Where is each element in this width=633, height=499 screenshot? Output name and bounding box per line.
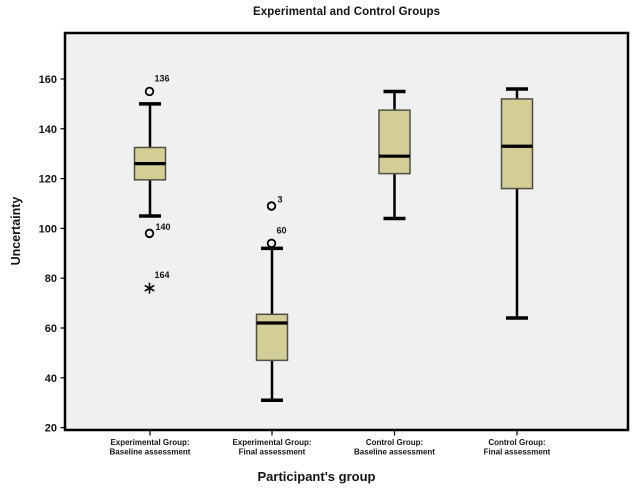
y-tick-label: 20 xyxy=(45,423,57,435)
boxplot-group-control-baseline xyxy=(378,89,411,221)
category-label: Experimental Group: xyxy=(110,438,189,447)
plot-background xyxy=(65,33,628,430)
boxplot-group-control-final xyxy=(500,87,534,320)
y-tick-label: 120 xyxy=(39,174,57,186)
category-label: Baseline assessment xyxy=(110,448,191,457)
plot-frame xyxy=(63,31,630,432)
category-label: Experimental Group: xyxy=(232,438,311,447)
y-tick-label: 160 xyxy=(39,74,57,86)
outlier-case-label: 136 xyxy=(155,73,170,83)
iqr-box xyxy=(378,109,411,175)
y-tick-label: 100 xyxy=(39,223,57,235)
outlier-case-label: 140 xyxy=(156,222,171,232)
category-label: Control Group: xyxy=(488,438,545,447)
x-axis-title: Participant's group xyxy=(257,469,376,484)
outlier-case-label: 164 xyxy=(155,270,170,280)
category-label: Control Group: xyxy=(366,438,423,447)
outlier-circle xyxy=(144,228,155,239)
category-label: Final assessment xyxy=(484,448,551,457)
boxplot-group-experimental-baseline: 136 140 164 xyxy=(133,73,171,294)
iqr-box xyxy=(500,98,534,190)
outlier-circle xyxy=(266,201,277,211)
y-tick-label: 80 xyxy=(45,273,57,285)
y-tick-label: 140 xyxy=(39,124,57,136)
boxplot-group-experimental-final: 3 60 xyxy=(255,194,289,402)
category-label: Baseline assessment xyxy=(354,448,435,457)
y-tick-label: 40 xyxy=(45,373,57,385)
chart-title: Experimental and Control Groups xyxy=(252,6,441,18)
outlier-case-label: 60 xyxy=(277,225,287,235)
outlier-circle xyxy=(144,86,155,97)
y-tick-label: 60 xyxy=(45,323,57,335)
category-label: Final assessment xyxy=(239,448,306,457)
iqr-box xyxy=(255,313,289,362)
y-axis-title: Uncertainty xyxy=(9,196,23,266)
outlier-case-label: 3 xyxy=(278,194,283,204)
extreme-asterisk xyxy=(144,284,155,292)
outlier-circle xyxy=(266,238,277,249)
